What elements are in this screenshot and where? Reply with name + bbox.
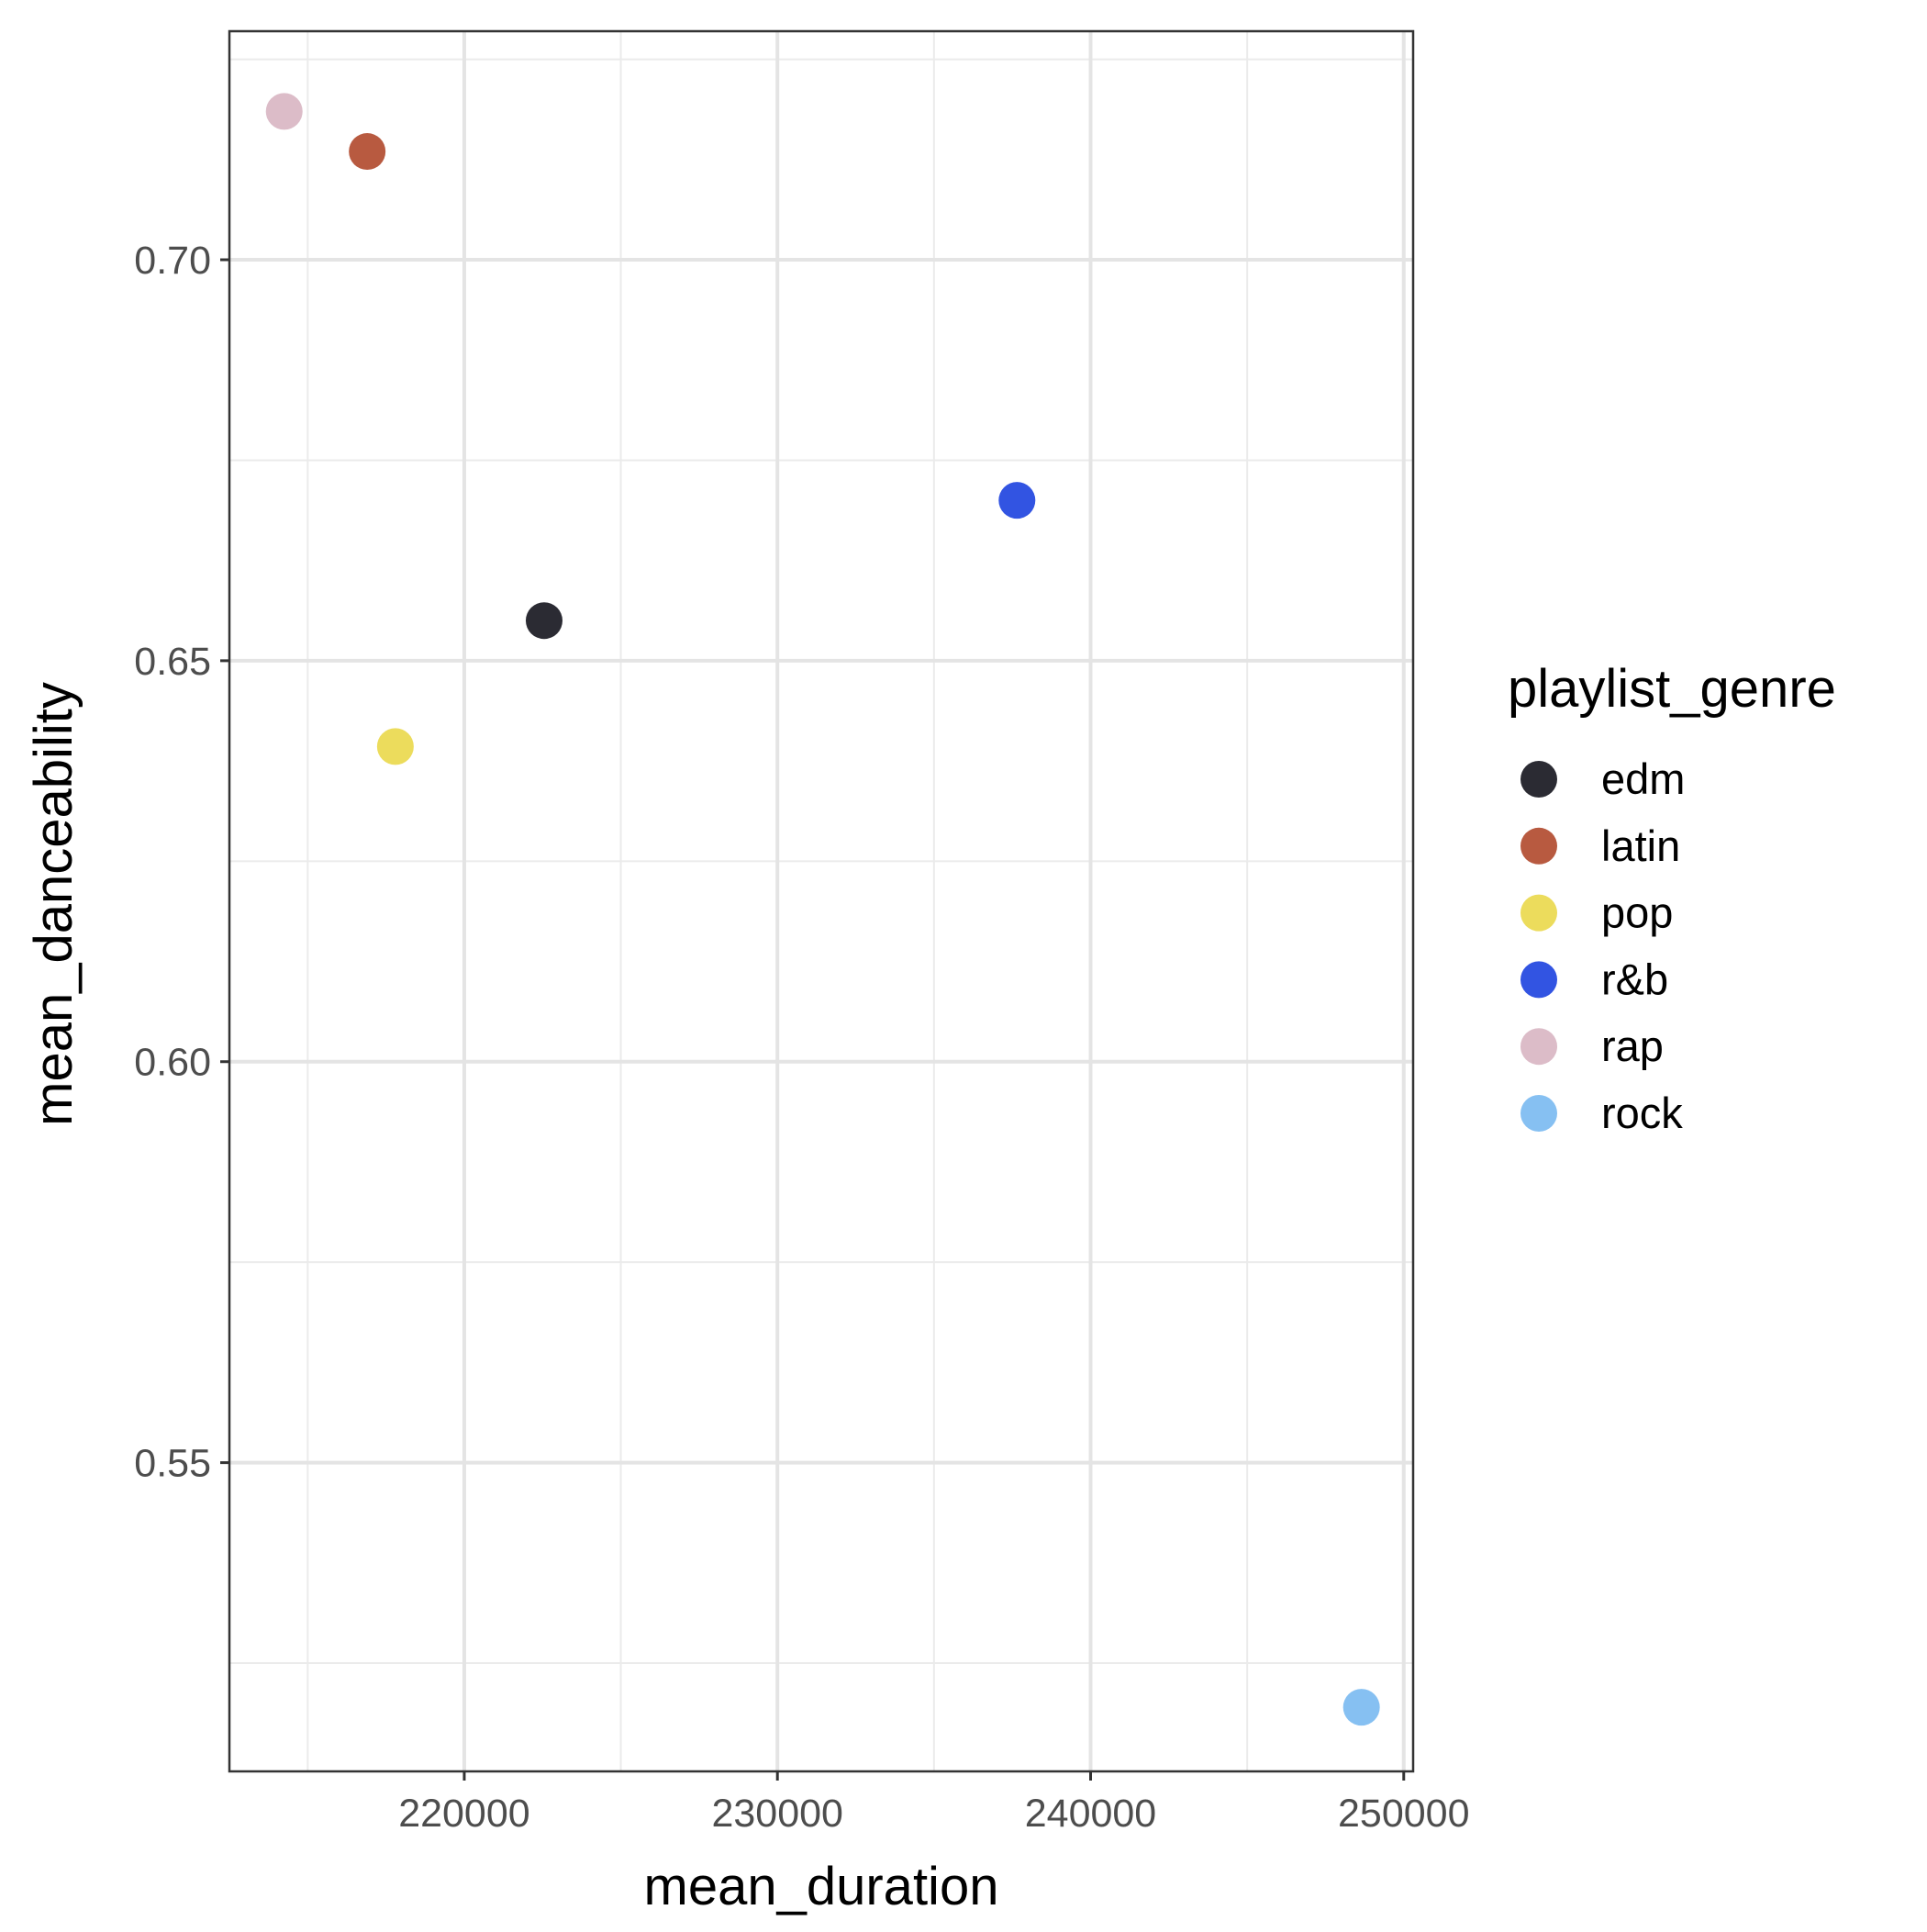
y-tick-label: 0.60 [134,1041,211,1085]
legend-key-pop [1520,894,1557,932]
x-tick-label: 240000 [1025,1792,1157,1836]
x-tick-label: 250000 [1338,1792,1470,1836]
legend-label: edm [1601,754,1685,803]
data-point-edm [525,602,563,640]
axes: 220000 230000 240000 250000 0.55 0.60 0.65 0.70 [134,239,1469,1836]
legend-key-rap [1520,1028,1557,1066]
legend-label: latin [1601,821,1680,870]
legend: playlist_genre edm latin pop r&b rap rock [1508,659,1836,1137]
y-tick-label: 0.70 [134,239,211,283]
y-axis-title: mean_danceability [24,682,84,1126]
data-point-rb [998,482,1036,519]
x-axis-title: mean_duration [644,1857,999,1916]
x-tick-label: 220000 [398,1792,530,1836]
data-point-pop [376,728,414,765]
data-points [265,93,1380,1726]
legend-key-rb [1520,961,1557,999]
legend-key-rock [1520,1095,1557,1132]
legend-key-latin [1520,827,1557,865]
data-point-rap [265,93,303,130]
legend-label: rock [1601,1089,1683,1137]
legend-title: playlist_genre [1508,659,1836,719]
legend-label: rap [1601,1022,1664,1070]
legend-label: r&b [1601,955,1668,1003]
data-point-rock [1342,1689,1380,1726]
grid-lines [229,31,1413,1771]
legend-key-edm [1520,761,1557,798]
legend-label: pop [1601,888,1673,937]
x-tick-label: 230000 [711,1792,843,1836]
y-tick-label: 0.55 [134,1442,211,1486]
plot-panel-border [228,29,1415,1773]
data-point-latin [349,133,386,171]
y-tick-label: 0.65 [134,640,211,684]
